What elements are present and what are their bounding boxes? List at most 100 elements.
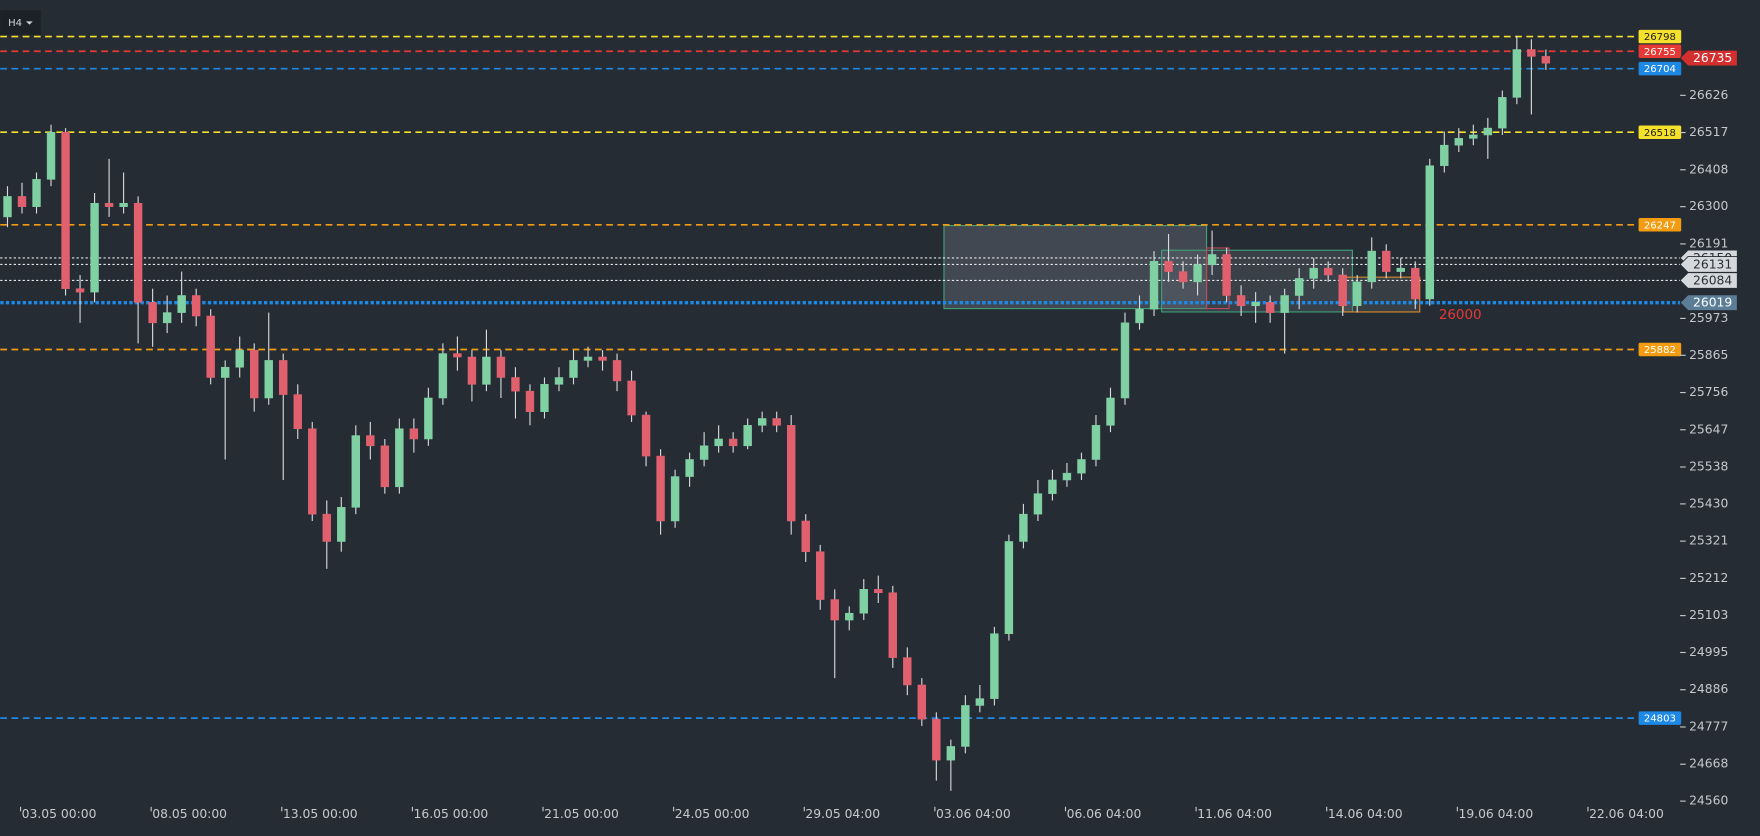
candle-body — [1091, 425, 1101, 460]
x-tick-label: 22.06 04:00 — [1589, 807, 1664, 821]
candle-body — [1512, 49, 1522, 98]
y-tick-label: 25103 — [1689, 608, 1728, 622]
x-tick-label: 24.05 00:00 — [675, 807, 750, 821]
candle-body — [1541, 56, 1551, 64]
candle-body — [1294, 278, 1304, 296]
levels: 2679826755267352670426518262472615026131… — [0, 29, 1738, 725]
candle-body — [424, 397, 433, 440]
y-tick-label: 26191 — [1689, 236, 1728, 250]
timeframe-label[interactable]: H4 — [8, 18, 22, 29]
candle-body — [1367, 250, 1376, 283]
candle-body — [961, 705, 970, 747]
candle-body — [90, 202, 99, 293]
candle-body — [1469, 134, 1478, 139]
level-badge-label: 26704 — [1644, 64, 1676, 75]
candle-body — [279, 360, 288, 395]
x-tick-label: 21.05 00:00 — [544, 807, 619, 821]
candle-body — [1440, 144, 1449, 166]
x-tick-label: 03.05 00:00 — [22, 807, 97, 821]
y-tick-label: 24886 — [1689, 682, 1728, 696]
candle-body — [61, 131, 70, 289]
timeframe-selector[interactable]: H4 — [0, 10, 41, 35]
level-badge — [1638, 342, 1682, 357]
x-tick-label: 19.06 04:00 — [1458, 807, 1533, 821]
y-tick-label: 24560 — [1689, 794, 1728, 808]
y-tick-label: 24668 — [1689, 757, 1728, 771]
y-tick-label: 25647 — [1689, 422, 1728, 436]
candle-body — [757, 418, 767, 426]
candle-body — [1062, 472, 1072, 481]
y-tick-label: 24995 — [1689, 645, 1728, 659]
candle-body — [511, 377, 520, 392]
candle-body — [1149, 261, 1159, 310]
y-tick-label: 25538 — [1689, 460, 1728, 474]
price-tag-label: 26019 — [1693, 296, 1732, 310]
candle-body — [119, 202, 128, 207]
candle-body — [903, 657, 912, 686]
candle-body — [932, 718, 941, 761]
candle-body — [830, 599, 839, 621]
candle-body — [1396, 267, 1405, 272]
candle-body — [1265, 302, 1275, 313]
candle-body — [874, 589, 883, 594]
candle-body — [888, 592, 898, 658]
candle-body — [1483, 127, 1493, 136]
candle-body — [598, 356, 607, 361]
x-tick-label: 14.06 04:00 — [1328, 807, 1403, 821]
candle-body — [917, 684, 927, 720]
candle-body — [1309, 267, 1318, 279]
candle-body — [859, 589, 868, 614]
y-tick-label: 26408 — [1689, 162, 1728, 176]
candle-body — [1004, 541, 1014, 634]
candle-body — [162, 312, 172, 324]
candle-body — [641, 414, 651, 457]
candles — [3, 35, 1551, 791]
candle-body — [670, 476, 680, 522]
candle-body — [786, 425, 796, 522]
candle-body — [1019, 513, 1028, 542]
y-tick-label: 26517 — [1689, 125, 1728, 139]
zone-box — [943, 224, 1208, 310]
y-tick-label: 25865 — [1689, 348, 1728, 362]
price-tag — [1679, 272, 1738, 289]
timeframe-button[interactable] — [0, 10, 41, 35]
candle-body — [1033, 493, 1043, 515]
candle-body — [438, 353, 448, 399]
y-tick-label: 25321 — [1689, 534, 1728, 548]
candle-body — [685, 459, 694, 477]
candle-body — [1207, 254, 1217, 266]
candle-body — [467, 356, 477, 385]
level-badge — [1638, 711, 1682, 725]
level-badge — [1638, 44, 1682, 58]
level-badge — [1638, 61, 1682, 76]
candle-body — [235, 349, 244, 368]
candle-body — [990, 633, 999, 699]
candle-body — [250, 349, 259, 399]
candle-body — [1120, 322, 1130, 399]
candle-body — [1193, 264, 1202, 283]
candle-body — [104, 202, 114, 207]
candle-body — [1106, 397, 1115, 426]
candle-body — [17, 196, 27, 207]
level-badge-label: 26798 — [1644, 32, 1676, 43]
price-tag-label: 26084 — [1693, 274, 1732, 288]
candle-body — [177, 295, 186, 313]
candle-body — [453, 353, 462, 358]
x-tick-label: 29.05 04:00 — [805, 807, 880, 821]
candle-body — [975, 698, 985, 706]
candle-body — [46, 131, 56, 180]
candle-body — [409, 428, 419, 440]
dropdown-arrow[interactable] — [26, 21, 33, 25]
candle-body — [816, 551, 825, 600]
level-badge — [1638, 218, 1682, 232]
candle-body — [482, 356, 491, 385]
candle-body — [322, 513, 331, 542]
y-tick-label: 26626 — [1689, 88, 1728, 102]
candle-body — [32, 179, 41, 207]
candle-body — [1454, 138, 1464, 146]
candle-body — [845, 612, 854, 621]
candle-body — [206, 315, 215, 378]
candle-body — [1135, 308, 1144, 324]
candle-body — [496, 356, 506, 378]
